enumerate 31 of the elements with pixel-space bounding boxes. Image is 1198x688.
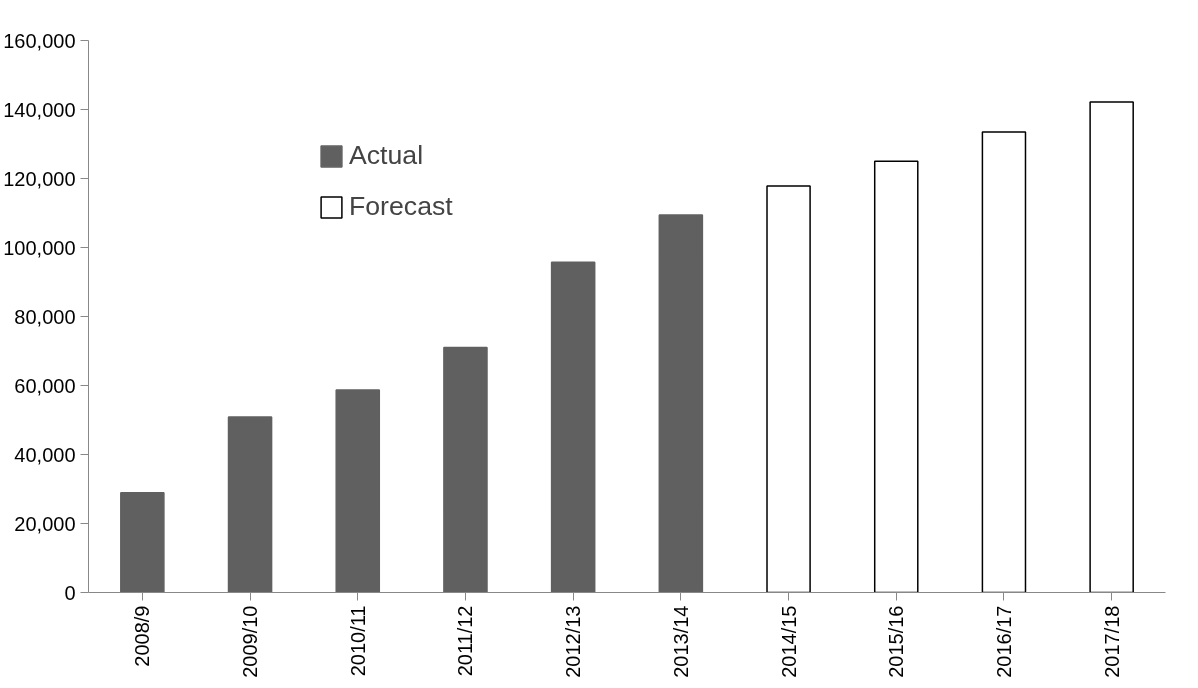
bar	[981, 131, 1027, 593]
legend-label: Actual	[349, 140, 424, 171]
x-tick-label: 2008/9	[131, 605, 154, 667]
x-tick-label: 2009/10	[239, 605, 262, 678]
y-tick-label: 60,000	[14, 374, 76, 397]
bar	[1089, 101, 1134, 593]
bar	[443, 346, 488, 593]
x-tick-label: 2010/11	[346, 605, 369, 677]
x-tick-label: 2016/17	[992, 605, 1015, 678]
y-tick-label: 120,000	[3, 167, 76, 190]
x-tick-label: 2011/12	[454, 605, 477, 677]
bar	[550, 261, 596, 593]
bar	[658, 214, 704, 593]
bar	[335, 389, 381, 593]
bar	[766, 185, 811, 593]
y-tick-label: 100,000	[3, 236, 76, 259]
x-tick-label: 2014/15	[777, 605, 800, 678]
x-tick-label: 2017/18	[1100, 605, 1123, 678]
y-tick-label: 140,000	[3, 98, 76, 121]
y-tick-label: 0	[64, 581, 76, 604]
y-tick-label: 20,000	[14, 512, 76, 535]
bar	[873, 160, 919, 593]
bar	[120, 492, 165, 593]
legend-label: Forecast	[349, 191, 453, 222]
bar	[227, 416, 273, 593]
x-tick-label: 2012/13	[562, 605, 585, 678]
x-tick-label: 2015/16	[885, 605, 908, 678]
x-tick-label: 2013/14	[669, 605, 692, 678]
y-tick-label: 40,000	[14, 443, 76, 466]
y-tick-label: 160,000	[3, 29, 76, 52]
y-tick-label: 80,000	[14, 305, 76, 328]
